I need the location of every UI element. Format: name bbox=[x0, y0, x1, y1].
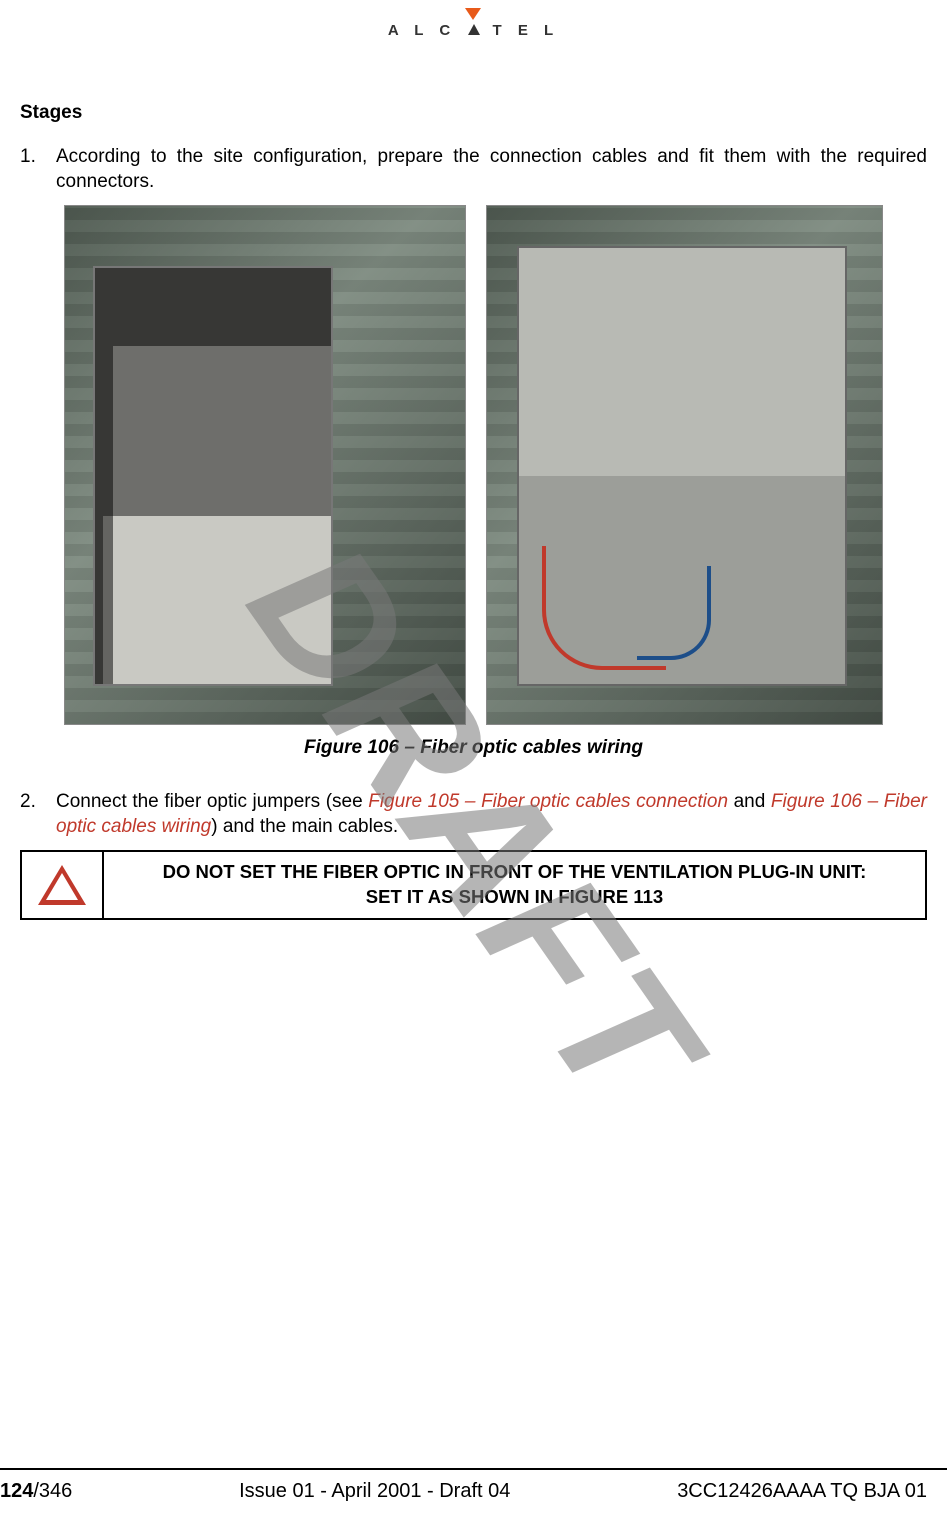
page-footer: 124/346 Issue 01 - April 2001 - Draft 04… bbox=[0, 1468, 947, 1503]
footer-issue: Issue 01 - April 2001 - Draft 04 bbox=[239, 1480, 510, 1503]
figure-row bbox=[20, 205, 927, 725]
step-2-text: Connect the fiber optic jumpers (see Fig… bbox=[56, 789, 927, 840]
step-2-mid: and bbox=[728, 791, 771, 812]
step-2-after: ) and the main cables. bbox=[211, 816, 398, 837]
logo-triangle-dark-icon bbox=[468, 24, 480, 35]
figure-caption: Figure 106 – Fiber optic cables wiring bbox=[20, 735, 927, 761]
figure-105-link[interactable]: Figure 105 – Fiber optic cables connecti… bbox=[368, 791, 728, 812]
step-2-before: Connect the fiber optic jumpers (see bbox=[56, 791, 368, 812]
footer-doc-id: 3CC12426AAAA TQ BJA 01 bbox=[677, 1480, 927, 1503]
cable-blue-icon bbox=[637, 566, 711, 660]
figure-photo-left bbox=[64, 205, 466, 725]
step-1: 1. According to the site configuration, … bbox=[20, 144, 927, 195]
step-1-text: According to the site configuration, pre… bbox=[56, 144, 927, 195]
logo-text: A L C T E L bbox=[388, 22, 559, 39]
step-1-number: 1. bbox=[20, 144, 56, 195]
warning-box: DO NOT SET THE FIBER OPTIC IN FRONT OF T… bbox=[20, 850, 927, 920]
step-2-number: 2. bbox=[20, 789, 56, 840]
logo-letters-before: A L C bbox=[388, 22, 456, 39]
warning-triangle-icon bbox=[38, 865, 86, 905]
stages-heading: Stages bbox=[20, 100, 927, 126]
logo-triangle-orange-icon bbox=[465, 8, 481, 20]
footer-page-current: 124 bbox=[0, 1480, 33, 1502]
alcatel-logo: A L C T E L bbox=[388, 8, 559, 39]
warning-icon-cell bbox=[22, 852, 104, 918]
footer-page-total: /346 bbox=[33, 1480, 72, 1502]
logo-letters-after: T E L bbox=[493, 22, 560, 39]
page-header: A L C T E L bbox=[20, 0, 927, 40]
warning-line-1: DO NOT SET THE FIBER OPTIC IN FRONT OF T… bbox=[163, 861, 867, 882]
warning-line-2: SET IT AS SHOWN IN FIGURE 113 bbox=[366, 886, 663, 907]
step-2: 2. Connect the fiber optic jumpers (see … bbox=[20, 789, 927, 840]
main-content: Stages 1. According to the site configur… bbox=[20, 100, 927, 920]
warning-text: DO NOT SET THE FIBER OPTIC IN FRONT OF T… bbox=[104, 852, 925, 918]
page: A L C T E L Stages 1. According to the s… bbox=[0, 0, 947, 1527]
figure-photo-right bbox=[486, 205, 883, 725]
footer-page-number: 124/346 bbox=[0, 1480, 72, 1503]
